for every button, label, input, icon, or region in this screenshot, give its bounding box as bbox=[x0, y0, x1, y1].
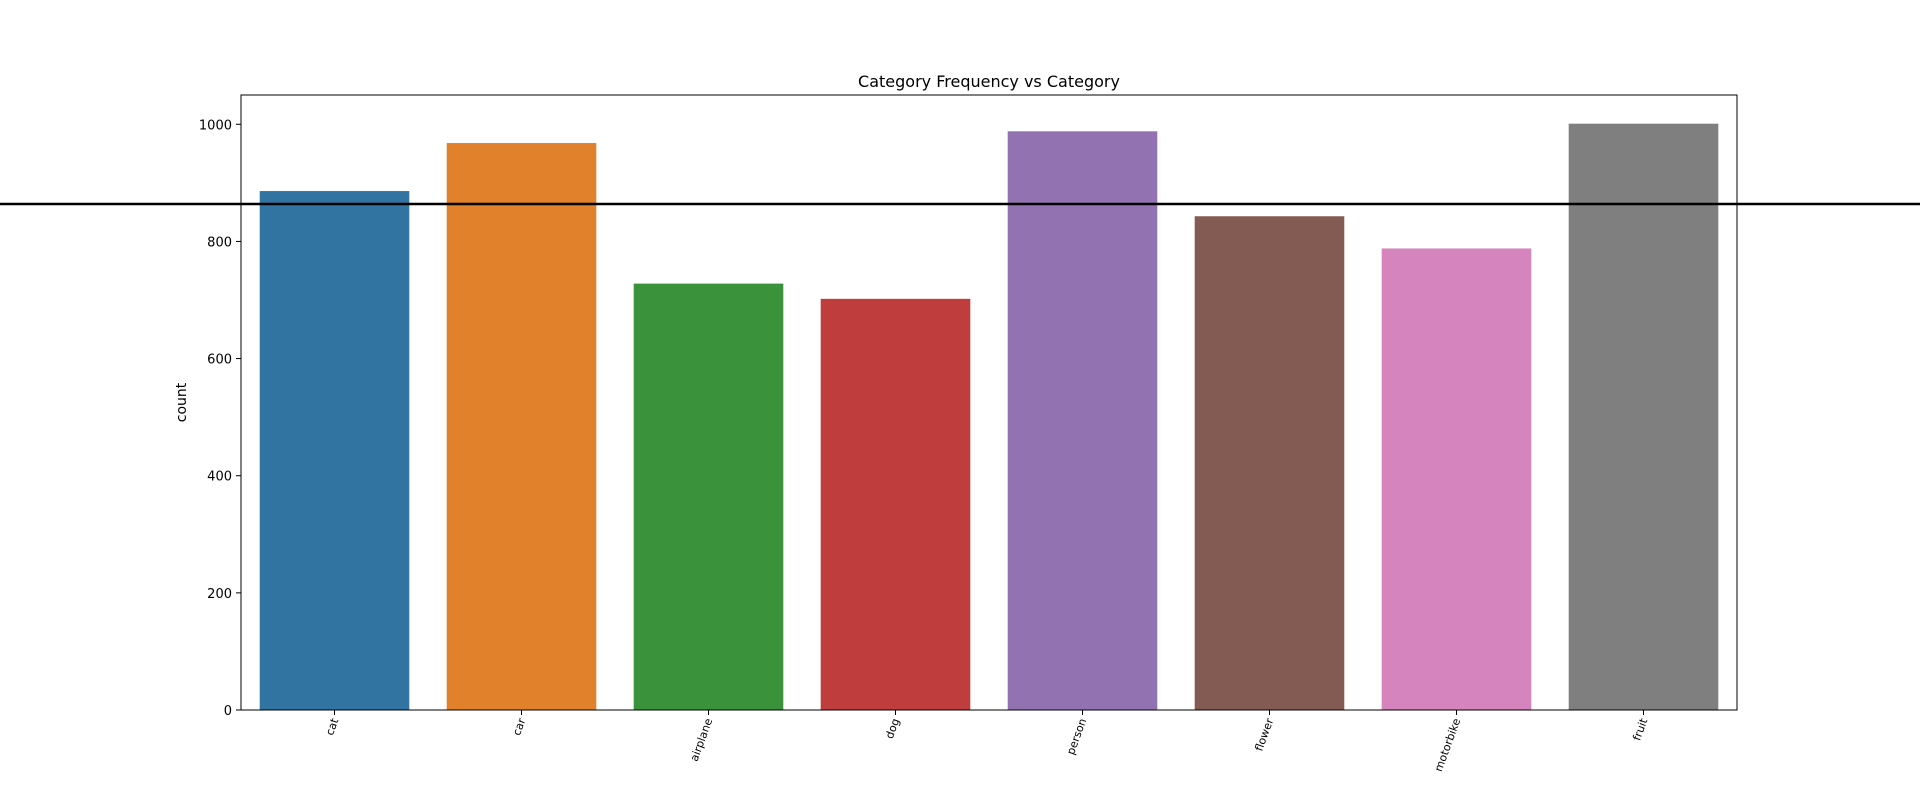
y-tick-label: 0 bbox=[224, 704, 232, 719]
bar-flower bbox=[1194, 216, 1345, 710]
bar-cat bbox=[259, 191, 410, 711]
x-tick-label-person: person bbox=[1064, 717, 1089, 757]
bar-dog bbox=[820, 298, 971, 710]
bar-motorbike bbox=[1381, 248, 1532, 710]
bars-group bbox=[259, 123, 1719, 711]
plot-frame bbox=[240, 94, 1738, 711]
x-axis-ticks: cat car airplane dog person flower motorbike fr… bbox=[323, 710, 1651, 773]
bar-airplane bbox=[633, 283, 784, 710]
bar-car bbox=[446, 143, 597, 710]
x-tick-label-motorbike: motorbike bbox=[1432, 716, 1463, 773]
x-tick-label-cat: cat bbox=[323, 716, 341, 737]
y-tick-label: 800 bbox=[207, 235, 232, 250]
y-tick-label: 400 bbox=[207, 470, 232, 485]
chart-title: Category Frequency vs Category bbox=[858, 72, 1120, 91]
y-axis-ticks: 0 200 400 600 800 1000 bbox=[199, 118, 241, 719]
x-tick-label-flower: flower bbox=[1252, 716, 1276, 753]
x-tick-label-car: car bbox=[510, 716, 528, 737]
bar-fruit bbox=[1568, 123, 1719, 710]
x-tick-label-dog: dog bbox=[883, 717, 902, 741]
y-tick-label: 600 bbox=[207, 353, 232, 368]
y-tick-label: 200 bbox=[207, 587, 232, 602]
y-tick-label: 1000 bbox=[199, 118, 232, 133]
y-axis-label: count bbox=[174, 382, 190, 422]
x-tick-label-airplane: airplane bbox=[688, 716, 716, 763]
bar-person bbox=[1007, 131, 1158, 711]
x-tick-label-fruit: fruit bbox=[1630, 716, 1650, 742]
